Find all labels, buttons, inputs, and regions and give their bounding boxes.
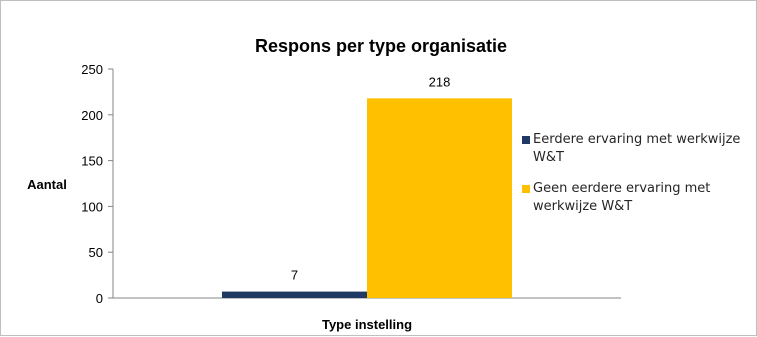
bar <box>222 291 367 298</box>
legend-label: Eerdere ervaring met werkwijze W&T <box>533 132 741 165</box>
chart-legend: Eerdere ervaring met werkwijze W&T Geen e… <box>522 131 754 229</box>
y-tick-label: 200 <box>81 108 103 123</box>
bar <box>367 98 512 298</box>
legend-swatch <box>522 136 530 144</box>
y-tick-label: 0 <box>96 291 103 306</box>
y-tick-label: 100 <box>81 199 103 214</box>
y-tick-label: 250 <box>81 62 103 77</box>
y-axis-label: Aantal <box>27 177 67 192</box>
chart-title: Respons per type organisatie <box>255 36 507 56</box>
legend-item: Geen eerdere ervaring met werkwijze W&T <box>522 180 754 216</box>
data-label: 7 <box>291 268 298 283</box>
legend-swatch <box>522 185 530 193</box>
legend-label: Geen eerdere ervaring met werkwijze W&T <box>533 181 711 214</box>
plot-area: 0 50 100 150 200 250 7 218 <box>81 62 621 306</box>
y-tick-label: 150 <box>81 154 103 169</box>
data-label: 218 <box>429 74 451 89</box>
y-tick-label: 50 <box>89 245 103 260</box>
x-axis-label: Type instelling <box>322 317 412 332</box>
legend-item: Eerdere ervaring met werkwijze W&T <box>522 131 754 167</box>
